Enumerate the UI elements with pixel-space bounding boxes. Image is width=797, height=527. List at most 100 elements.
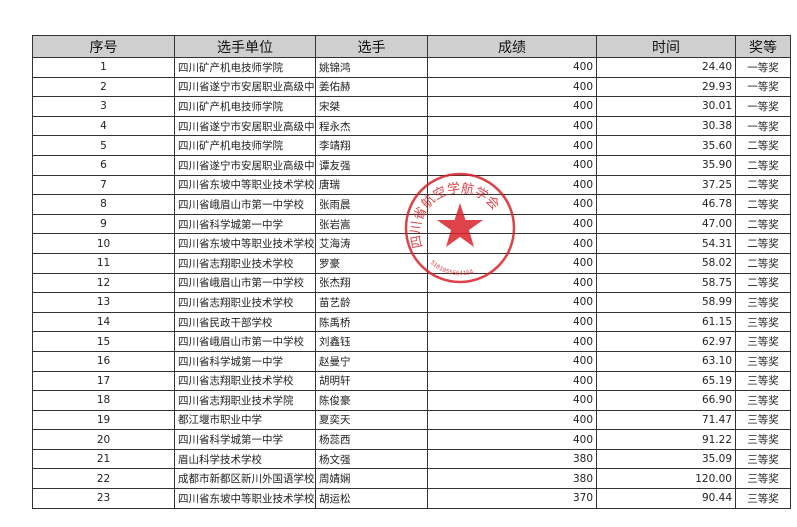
table-row: 6 四川省遂宁市安居职业高级中 谭友强 400 35.90 二等奖 — [32, 154, 791, 176]
cell-index: 15 — [32, 331, 175, 352]
cell-player: 张岩嵩 — [315, 213, 428, 235]
cell-time: 63.10 — [596, 350, 736, 372]
cell-time: 47.00 — [596, 213, 736, 235]
table-row: 22 成都市新都区新川外国语学校 周婧娴 380 120.00 三等奖 — [32, 468, 791, 490]
table-row: 20 四川省科学城第一中学 杨蕊西 400 91.22 三等奖 — [32, 429, 791, 450]
cell-award: 二等奖 — [735, 194, 791, 215]
cell-score: 380 — [427, 448, 597, 470]
cell-award: 一等奖 — [735, 115, 791, 137]
cell-player: 程永杰 — [315, 115, 428, 137]
table-row: 14 四川省民政干部学校 陈禹桥 400 61.15 三等奖 — [32, 311, 791, 333]
cell-score: 400 — [427, 390, 597, 411]
cell-score: 400 — [427, 233, 597, 254]
cell-score: 400 — [427, 409, 597, 431]
cell-score: 400 — [427, 272, 597, 294]
cell-player: 姜佑赫 — [315, 76, 428, 98]
cell-award: 二等奖 — [735, 174, 791, 196]
cell-unit: 四川矿产机电技师学院 — [174, 135, 316, 156]
cell-score: 380 — [427, 468, 597, 490]
cell-award: 一等奖 — [735, 76, 791, 98]
cell-time: 54.31 — [596, 233, 736, 254]
cell-index: 13 — [32, 292, 175, 313]
cell-time: 58.02 — [596, 252, 736, 274]
cell-score: 400 — [427, 174, 597, 196]
cell-unit: 都江堰市职业中学 — [174, 409, 316, 431]
cell-player: 张杰翔 — [315, 272, 428, 294]
cell-index: 4 — [32, 115, 175, 137]
cell-time: 30.38 — [596, 115, 736, 137]
cell-index: 1 — [32, 57, 175, 78]
cell-time: 61.15 — [596, 311, 736, 333]
table-row: 5 四川矿产机电技师学院 李靖翔 400 35.60 二等奖 — [32, 135, 791, 156]
cell-award: 二等奖 — [735, 252, 791, 274]
cell-player: 艾海涛 — [315, 233, 428, 254]
cell-unit: 四川省志翔职业技术学校 — [174, 370, 316, 392]
cell-player: 姚锦鸿 — [315, 57, 428, 78]
table-row: 21 眉山科学技术学校 杨文强 380 35.09 三等奖 — [32, 448, 791, 470]
cell-unit: 四川矿产机电技师学院 — [174, 57, 316, 78]
cell-index: 19 — [32, 409, 175, 431]
cell-award: 二等奖 — [735, 135, 791, 156]
table-row: 2 四川省遂宁市安居职业高级中 姜佑赫 400 29.93 一等奖 — [32, 76, 791, 98]
cell-unit: 眉山科学技术学校 — [174, 448, 316, 470]
cell-index: 10 — [32, 233, 175, 254]
cell-index: 16 — [32, 350, 175, 372]
cell-player: 苗艺龄 — [315, 292, 428, 313]
table-row: 4 四川省遂宁市安居职业高级中 程永杰 400 30.38 一等奖 — [32, 115, 791, 137]
cell-player: 周婧娴 — [315, 468, 428, 490]
cell-award: 三等奖 — [735, 488, 791, 509]
header-time: 时间 — [596, 35, 736, 58]
cell-unit: 四川省科学城第一中学 — [174, 350, 316, 372]
cell-time: 90.44 — [596, 488, 736, 509]
cell-player: 陈俊豪 — [315, 390, 428, 411]
cell-award: 二等奖 — [735, 154, 791, 176]
cell-score: 400 — [427, 96, 597, 117]
cell-time: 24.40 — [596, 57, 736, 78]
cell-award: 一等奖 — [735, 57, 791, 78]
cell-player: 夏奕天 — [315, 409, 428, 431]
cell-unit: 四川省志翔职业技术学院 — [174, 390, 316, 411]
cell-player: 刘鑫钰 — [315, 331, 428, 352]
cell-time: 35.09 — [596, 448, 736, 470]
cell-time: 62.97 — [596, 331, 736, 352]
cell-index: 18 — [32, 390, 175, 411]
table-row: 23 四川省东坡中等职业技术学校 胡运松 370 90.44 三等奖 — [32, 488, 791, 509]
cell-award: 三等奖 — [735, 390, 791, 411]
cell-index: 23 — [32, 488, 175, 509]
cell-award: 三等奖 — [735, 370, 791, 392]
cell-time: 35.90 — [596, 154, 736, 176]
cell-time: 120.00 — [596, 468, 736, 490]
cell-score: 400 — [427, 135, 597, 156]
table-row: 8 四川省峨眉山市第一中学校 张雨晨 400 46.78 二等奖 — [32, 194, 791, 215]
cell-index: 5 — [32, 135, 175, 156]
cell-unit: 四川省峨眉山市第一中学校 — [174, 194, 316, 215]
table-row: 15 四川省峨眉山市第一中学校 刘鑫钰 400 62.97 三等奖 — [32, 331, 791, 352]
cell-score: 400 — [427, 76, 597, 98]
table-row: 3 四川矿产机电技师学院 宋桀 400 30.01 一等奖 — [32, 96, 791, 117]
cell-player: 杨蕊西 — [315, 429, 428, 450]
cell-time: 30.01 — [596, 96, 736, 117]
cell-index: 7 — [32, 174, 175, 196]
cell-index: 11 — [32, 252, 175, 274]
cell-score: 400 — [427, 311, 597, 333]
cell-unit: 四川省东坡中等职业技术学校 — [174, 174, 316, 196]
table-row: 1 四川矿产机电技师学院 姚锦鸿 400 24.40 一等奖 — [32, 57, 791, 78]
cell-time: 35.60 — [596, 135, 736, 156]
cell-score: 400 — [427, 331, 597, 352]
cell-score: 400 — [427, 350, 597, 372]
table-header-row: 序号 选手单位 选手 成绩 时间 奖等 — [32, 35, 791, 58]
table-row: 7 四川省东坡中等职业技术学校 唐瑞 400 37.25 二等奖 — [32, 174, 791, 196]
table-row: 19 都江堰市职业中学 夏奕天 400 71.47 三等奖 — [32, 409, 791, 431]
cell-award: 三等奖 — [735, 292, 791, 313]
cell-player: 罗豪 — [315, 252, 428, 274]
header-player: 选手 — [315, 35, 428, 58]
cell-award: 三等奖 — [735, 429, 791, 450]
cell-award: 三等奖 — [735, 468, 791, 490]
cell-score: 400 — [427, 115, 597, 137]
cell-score: 370 — [427, 488, 597, 509]
cell-player: 谭友强 — [315, 154, 428, 176]
cell-player: 杨文强 — [315, 448, 428, 470]
cell-score: 400 — [427, 292, 597, 313]
cell-unit: 四川省遂宁市安居职业高级中 — [174, 115, 316, 137]
cell-player: 宋桀 — [315, 96, 428, 117]
